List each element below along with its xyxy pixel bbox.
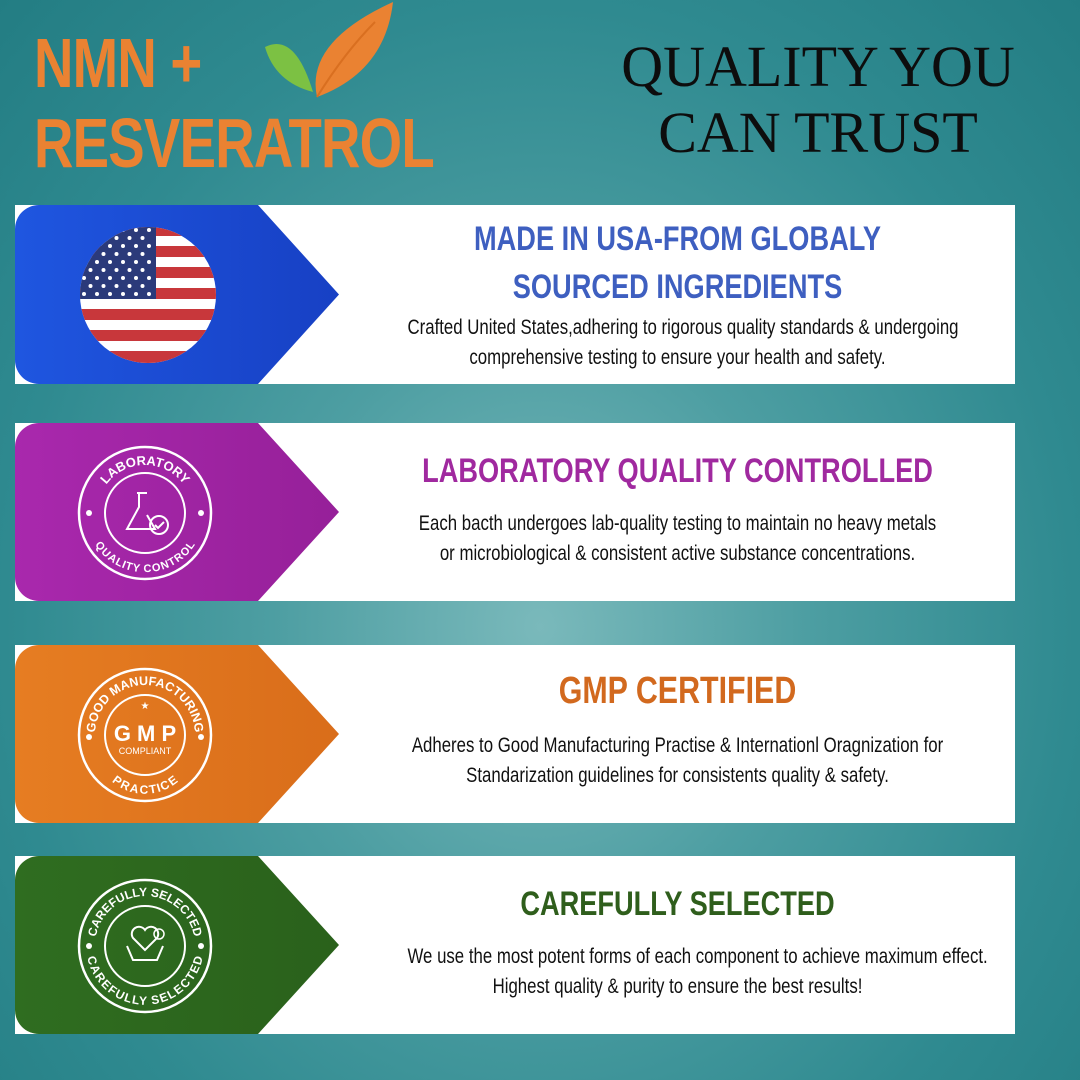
flag-star (127, 236, 132, 240)
flag-star (82, 276, 86, 280)
lab-flask-icon: LABORATORY QUALITY CONTROL (77, 445, 213, 581)
feature-carefully-selected: CAREFULLY SELECTED CAREFULLY SELECTED CA… (15, 856, 1015, 1034)
flag-star (101, 252, 106, 256)
feature-title: SOURCED INGREDIENTS (512, 268, 843, 306)
flag-star (121, 244, 125, 248)
flag-star (101, 284, 106, 288)
flag-star (82, 228, 86, 232)
brand-line1: NMN + (34, 24, 202, 102)
feature-desc: Standarization guidelines for consistent… (466, 764, 889, 787)
flag-star (95, 228, 99, 232)
flag-star (134, 244, 138, 248)
flag-star (108, 244, 112, 248)
flag-star (134, 292, 138, 296)
feature-title: GMP CERTIFIED (558, 670, 797, 712)
flag-star (101, 236, 106, 240)
tagline-line2: CAN TRUST (658, 100, 978, 165)
flag-star (134, 276, 138, 280)
flag-star (95, 244, 99, 248)
feature-desc: Crafted United States,adhering to rigoro… (407, 316, 959, 339)
svg-text:COMPLIANT: COMPLIANT (119, 746, 172, 756)
flag-star (147, 260, 151, 264)
feature-gmp: GOOD MANUFACTURING PRACTICE ★ G M P COMP… (15, 645, 1015, 823)
flag-star (147, 292, 151, 296)
svg-text:CAREFULLY SELECTED: CAREFULLY SELECTED (84, 954, 206, 1008)
feature-desc: or microbiological & consistent active s… (439, 542, 916, 565)
flag-star (108, 276, 112, 280)
feature-made-in-usa: MADE IN USA-FROM GLOBALY SOURCED INGREDI… (15, 205, 1015, 384)
flag-star (147, 276, 151, 280)
flag-star (108, 228, 112, 232)
gmp-badge-icon: GOOD MANUFACTURING PRACTICE ★ G M P COMP… (77, 667, 213, 803)
flag-star (134, 260, 138, 264)
flag-star (140, 284, 145, 288)
flag-star (101, 268, 106, 272)
svg-text:QUALITY CONTROL: QUALITY CONTROL (92, 539, 197, 575)
flag-star (121, 228, 125, 232)
flag-star (88, 252, 93, 256)
feature-desc: Each bacth undergoes lab-quality testing… (418, 512, 937, 535)
flag-star (82, 260, 86, 264)
flag-star (95, 276, 99, 280)
flag-star (88, 284, 93, 288)
heart-hands-icon: CAREFULLY SELECTED CAREFULLY SELECTED (77, 878, 213, 1014)
svg-text:★: ★ (141, 701, 150, 712)
flag-star (121, 276, 125, 280)
brand-line2: RESVERATROL (34, 104, 435, 182)
flag-star (127, 252, 132, 256)
flag-star (82, 244, 86, 248)
flag-star (121, 292, 125, 296)
flag-star (114, 252, 119, 256)
feature-desc: Highest quality & purity to ensure the b… (492, 975, 863, 998)
svg-text:PRACTICE: PRACTICE (110, 773, 180, 797)
feature-title: MADE IN USA-FROM GLOBALY (474, 220, 881, 258)
flag-star (127, 284, 132, 288)
flag-star (140, 236, 145, 240)
feature-desc: We use the most potent forms of each com… (407, 945, 988, 968)
flag-star (140, 252, 145, 256)
flag-star (147, 228, 151, 232)
flag-star (95, 260, 99, 264)
feature-title: LABORATORY QUALITY CONTROLLED (422, 452, 933, 490)
feature-title: CAREFULLY SELECTED (520, 885, 835, 923)
flag-star (82, 292, 86, 296)
us-flag-icon (80, 227, 216, 363)
flag-star (114, 236, 119, 240)
flag-star (147, 244, 151, 248)
tagline-line1: QUALITY YOU (621, 34, 1015, 99)
feature-lab-quality: LABORATORY QUALITY CONTROL LABORATORY QU… (15, 423, 1015, 601)
flag-star (114, 268, 119, 272)
flag-star (127, 268, 132, 272)
flag-star (134, 228, 138, 232)
flag-star (88, 236, 93, 240)
flag-star (121, 260, 125, 264)
svg-text:G M P: G M P (114, 721, 176, 746)
svg-text:LABORATORY: LABORATORY (97, 453, 193, 487)
flag-star (108, 292, 112, 296)
feature-desc: comprehensive testing to ensure your hea… (469, 346, 886, 369)
leaf-icon (265, 2, 393, 98)
flag-star (140, 268, 145, 272)
flag-star (95, 292, 99, 296)
flag-star (114, 284, 119, 288)
feature-desc: Adheres to Good Manufacturing Practise &… (411, 734, 944, 757)
flag-star (88, 268, 93, 272)
flag-star (108, 260, 112, 264)
